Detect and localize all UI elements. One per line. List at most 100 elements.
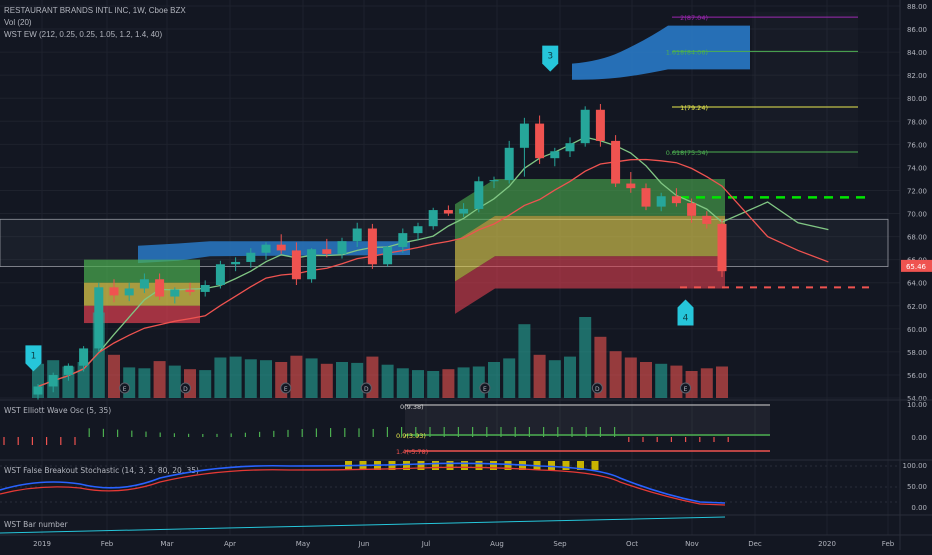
event-marker-label: D [595,386,600,393]
event-marker-label: E [123,386,127,393]
stoch-axis-label: 0.00 [911,504,927,512]
candle-body [717,223,727,272]
last-price-tag [901,259,932,272]
price-tick-label: 54.00 [907,395,927,403]
volume-bar [229,356,242,398]
event-marker-label: E [684,386,688,393]
time-tick-label: Oct [626,540,638,548]
volume-bar [381,364,394,398]
candle-body [504,147,514,181]
volume-bar [533,354,546,398]
candle-body [261,244,271,253]
candle-body [459,208,469,214]
volume-bar [564,356,576,398]
stoch-panel-title: WST False Breakout Stochastic (14, 3, 3,… [4,466,199,475]
candle-body [109,287,119,296]
time-tick-label: Mar [160,540,173,548]
time-tick-label: Sep [553,540,567,548]
stoch-signal-block [562,461,570,470]
candle-body [519,123,529,148]
time-tick-label: Jul [421,540,431,548]
candle-body [200,285,210,292]
volume-bar [138,368,151,398]
candle-body [367,228,377,265]
target-level-label: 2(87.04) [680,14,708,22]
candle-body [231,261,241,265]
price-tick-label: 72.00 [907,187,927,195]
osc-zone [405,404,770,436]
candle-body [139,279,149,289]
candle-body [687,203,697,216]
candle-body [185,289,195,292]
wave-marker [25,345,42,372]
volume-bar [472,366,485,398]
time-tick-label: Jun [358,540,370,548]
osc-panel-title: WST Elliott Wave Osc (5, 35) [4,406,111,415]
candle-body [48,374,58,387]
price-tick-label: 58.00 [907,349,927,357]
volume-bar [579,317,592,398]
time-tick-label: 2019 [33,540,51,548]
price-tick-label: 70.00 [907,211,927,219]
osc-level-label: 0(9.38) [400,403,424,411]
wst-ew-indicator-label[interactable]: WST EW (212, 0.25, 0.25, 1.05, 1.2, 1.4,… [4,30,163,39]
candle-body [63,365,73,375]
price-tick-label: 68.00 [907,234,927,242]
volume-bar [624,357,637,398]
volume-bar [351,362,364,398]
candle-body [94,287,104,349]
volume-bar [427,371,440,398]
candle-body [124,288,134,296]
projection-band [572,25,750,80]
price-tick-label: 76.00 [907,141,927,149]
price-tick-label: 56.00 [907,372,927,380]
volume-indicator-label[interactable]: Vol (20) [4,18,32,27]
stoch-signal-block [548,461,555,470]
time-tick-label: Feb [882,540,895,548]
event-marker-label: E [284,386,288,393]
volume-bar [199,370,212,398]
volume-bar [244,359,257,398]
candle-body [580,109,590,144]
event-marker [280,382,292,394]
time-tick-label: Apr [224,540,236,548]
event-marker [119,382,131,394]
event-marker [360,382,372,394]
stoch-signal-block [446,461,454,470]
price-tick-label: 78.00 [907,118,927,126]
volume-bar [488,362,500,398]
volume-bar [503,358,516,398]
candle-body [641,188,651,207]
volume-bar [305,358,318,398]
volume-bar [320,363,333,398]
target-level-label: 1.618(84.06) [666,48,708,56]
stoch-signal-block [577,461,584,470]
time-tick-label: 2020 [818,540,836,548]
candle-body [595,109,605,141]
volume-bar [77,362,90,398]
stoch-signal-block [432,461,439,470]
osc-level-label: 1.4(-5.78) [396,448,428,456]
event-marker-label: E [483,386,487,393]
candle-body [656,196,666,207]
candle-body [215,264,225,286]
price-tick-label: 86.00 [907,26,927,34]
candle-body [383,246,393,265]
stoch-signal-block [504,461,512,470]
candle-body [79,348,89,366]
price-tick-label: 80.00 [907,95,927,103]
stoch-signal-block [475,461,483,470]
stoch-signal-block [417,461,425,470]
wave-marker-label: 4 [683,313,689,323]
event-marker-label: D [364,386,369,393]
candle-body [611,140,621,184]
volume-bar [442,369,455,398]
candle-body [322,249,332,254]
time-tick-label: Aug [490,540,504,548]
candle-body [428,210,438,227]
time-tick-label: May [296,540,310,548]
volume-bar [412,370,424,398]
support-zone [455,215,725,282]
